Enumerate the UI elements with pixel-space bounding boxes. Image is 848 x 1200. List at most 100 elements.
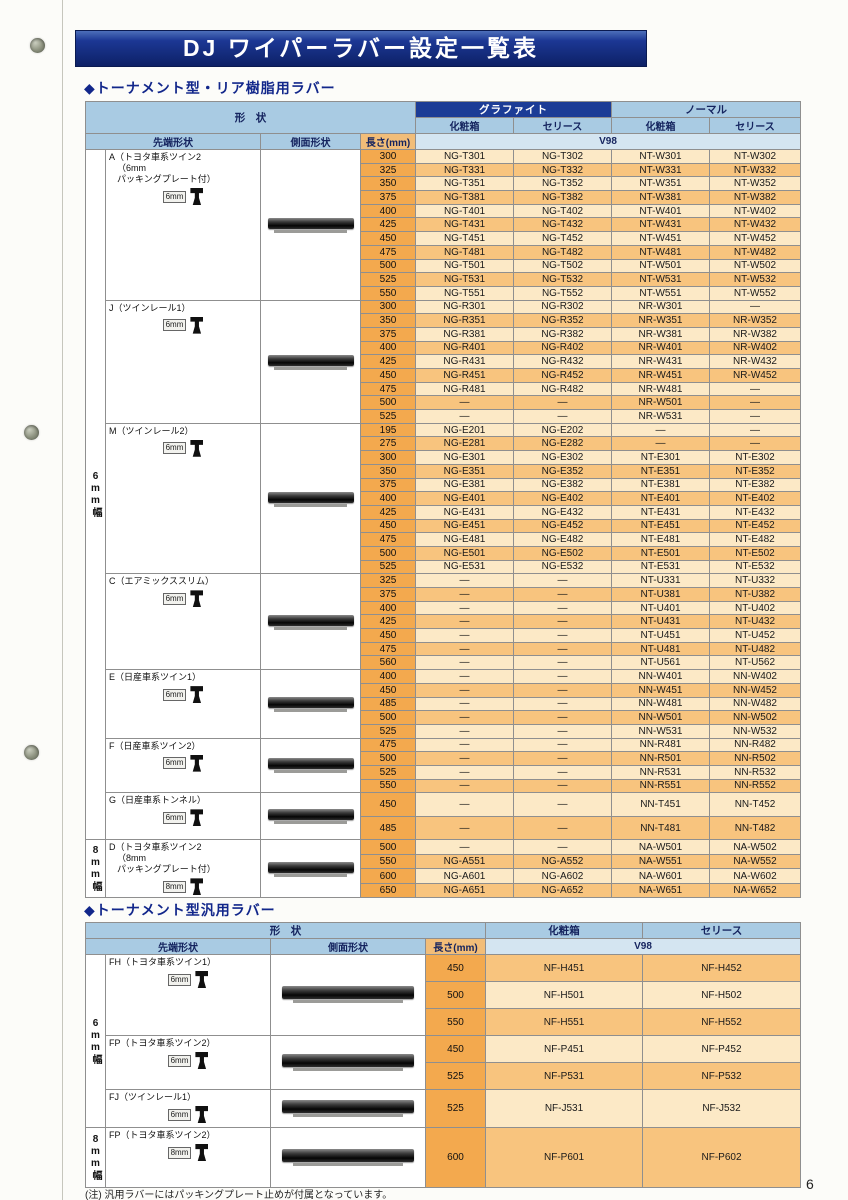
tip-shape-sublabel: パッキングプレート付） <box>117 174 216 184</box>
tip-shape-label: M（ツインレール2） <box>109 425 194 436</box>
product-row: 475 NG-E481 NG-E482 NT-E481 NT-E482 <box>86 532 801 547</box>
tip-shape-cell: C（エアミックススリム） 6mm <box>105 573 261 671</box>
product-code-cell: NG-T402 <box>513 203 612 219</box>
product-code-cell: NG-E482 <box>513 532 612 547</box>
product-code-cell: NN-T451 <box>611 792 710 817</box>
side-shape-cell <box>260 669 361 739</box>
product-code-cell: NT-U452 <box>709 628 801 643</box>
product-code-cell: NT-W302 <box>709 149 801 164</box>
product-code-cell: NT-E451 <box>611 518 710 534</box>
product-code-cell: — <box>513 751 612 766</box>
length-cell: 500 <box>360 258 416 274</box>
product-code-cell: NN-R502 <box>709 751 801 766</box>
product-code-cell: NF-P531 <box>485 1062 643 1090</box>
tip-shape-cell: FH（トヨタ車系ツイン1） 6mm <box>105 954 271 1036</box>
header-graphite-box: 化粧箱 <box>415 117 514 134</box>
product-code-cell: NG-A552 <box>513 853 612 870</box>
product-code-cell: NT-E301 <box>611 450 710 465</box>
tip-shape-label: J（ツインレール1） <box>109 302 191 313</box>
length-cell: 450 <box>360 518 416 534</box>
product-code-cell: NG-E302 <box>513 450 612 465</box>
product-code-cell: NT-W502 <box>709 258 801 274</box>
product-row: FJ（ツインレール1） 6mm 525 NF-J531 NF-J532 <box>86 1089 801 1128</box>
product-code-cell: NG-R481 <box>415 381 514 397</box>
product-code-cell: — <box>513 792 612 817</box>
length-cell: 300 <box>360 450 416 465</box>
product-code-cell: — <box>611 422 710 438</box>
product-code-cell: — <box>415 655 514 671</box>
product-row: 525 NG-T531 NG-T532 NT-W531 NT-W532 <box>86 272 801 287</box>
product-code-cell: NN-R532 <box>709 764 801 780</box>
length-cell: 475 <box>360 641 416 657</box>
product-code-cell: NT-U561 <box>611 655 710 671</box>
product-code-cell: NF-P602 <box>642 1127 801 1188</box>
tip-profile-icon: 6mm <box>109 188 257 205</box>
product-code-cell: — <box>513 614 612 630</box>
length-cell: 500 <box>360 839 416 855</box>
product-code-cell: NN-R551 <box>611 778 710 794</box>
product-code-cell: NT-E352 <box>709 463 801 479</box>
product-code-cell: NG-A652 <box>513 882 612 899</box>
product-code-cell: NN-W401 <box>611 669 710 684</box>
product-code-cell: — <box>415 710 514 725</box>
length-cell: 500 <box>360 395 416 411</box>
product-code-cell: NR-W301 <box>611 299 710 315</box>
product-code-cell: NG-A551 <box>415 853 514 870</box>
product-row: 525— — NN-W531 NN-W532 <box>86 723 801 739</box>
product-row: 375 NG-T381 NG-T382 NT-W381 NT-W382 <box>86 190 801 205</box>
tip-profile-icon: 6mm <box>109 686 257 704</box>
product-code-cell: NT-E531 <box>611 559 710 575</box>
product-code-cell: NG-T501 <box>415 258 514 274</box>
header-tip-shape: 先端形状 <box>85 938 271 955</box>
tip-shape-cell: E（日産車系ツイン1） 6mm <box>105 669 261 739</box>
product-row: 475 NG-T481 NG-T482 NT-W481 NT-W482 <box>86 244 801 260</box>
product-code-cell: — <box>415 600 514 616</box>
length-cell: 425 <box>360 217 416 233</box>
product-code-cell: NG-E451 <box>415 518 514 534</box>
product-row: 6mm幅 A（トヨタ車系ツイン2 （6mm パッキングプレート付） 6mm 300 NG-T… <box>85 148 801 841</box>
product-code-cell: — <box>513 628 612 643</box>
length-cell: 375 <box>360 587 416 602</box>
header-graphite: グラファイト <box>415 101 612 118</box>
product-code-cell: — <box>513 682 612 698</box>
tip-profile-icon: 8mm <box>109 1144 267 1161</box>
binder-hole-bottom <box>24 745 39 760</box>
product-code-cell: NG-E201 <box>415 422 514 438</box>
length-cell: 550 <box>425 1008 486 1036</box>
product-code-cell: NG-T431 <box>415 217 514 233</box>
product-code-cell: — <box>513 710 612 725</box>
product-code-cell: NR-W431 <box>611 354 710 369</box>
product-code-cell: — <box>513 839 612 855</box>
wiper-blade-photo <box>267 758 354 774</box>
tip-profile-icon: 6mm <box>109 754 257 772</box>
product-code-cell: NG-R482 <box>513 381 612 397</box>
product-code-cell: NG-T531 <box>415 272 514 287</box>
product-code-cell: NG-E402 <box>513 491 612 506</box>
tip-shape-label: C（エアミックススリム） <box>109 576 215 587</box>
product-row: J（ツインレール1） 6mm 300 NG-R301 NG-R302 NR-W301— <box>86 299 801 424</box>
product-code-cell: — <box>513 764 612 780</box>
product-code-cell: NN-W531 <box>611 723 710 739</box>
length-cell: 500 <box>360 545 416 561</box>
product-code-cell: NR-W501 <box>611 395 710 411</box>
product-code-cell: NG-T532 <box>513 272 612 287</box>
product-code-cell: NG-T502 <box>513 258 612 274</box>
product-code-cell: — <box>709 381 801 397</box>
header-normal-box: 化粧箱 <box>611 117 710 134</box>
product-code-cell: NG-A651 <box>415 882 514 899</box>
tip-shape-label: FP（トヨタ車系ツイン2） <box>109 1038 216 1048</box>
product-row: 525 NG-E531 NG-E532 NT-E531 NT-E532 <box>86 559 801 575</box>
rubber-profile-glyph <box>190 188 204 205</box>
product-code-cell: — <box>513 815 612 841</box>
product-code-cell: NG-T332 <box>513 162 612 178</box>
rubber-profile-glyph <box>190 590 204 608</box>
length-cell: 425 <box>360 504 416 520</box>
product-code-cell: NR-W352 <box>709 313 801 328</box>
header-box: 化粧箱 <box>485 922 643 939</box>
product-code-cell: NT-U432 <box>709 614 801 630</box>
tip-profile-icon: 6mm <box>109 590 257 608</box>
product-code-cell: NG-R301 <box>415 299 514 315</box>
tip-shape-sublabel: （8mm <box>117 853 146 864</box>
product-code-cell: NT-E402 <box>709 491 801 506</box>
tip-profile-icon: 6mm <box>109 809 257 827</box>
